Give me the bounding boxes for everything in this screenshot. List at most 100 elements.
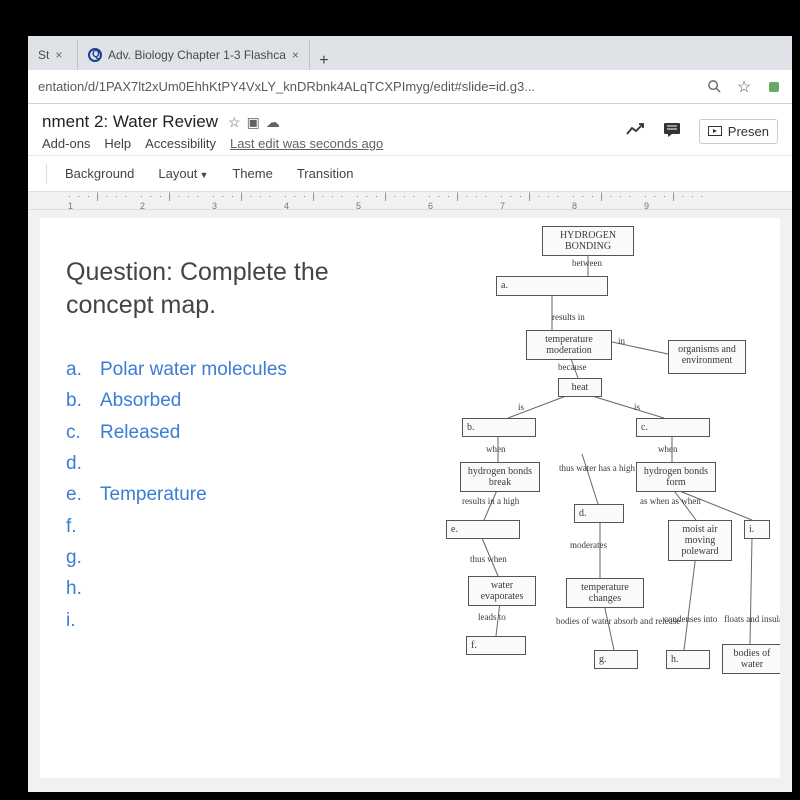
answer-letter: c.: [66, 417, 86, 448]
tab-partial-1[interactable]: St ×: [28, 40, 78, 70]
map-label: because: [558, 362, 586, 372]
close-icon[interactable]: ×: [292, 48, 299, 62]
tool-theme[interactable]: Theme: [222, 162, 282, 185]
present-button[interactable]: Presen: [699, 119, 778, 144]
map-label: when: [486, 444, 506, 454]
tool-layout[interactable]: Layout▼: [148, 162, 218, 185]
menu-addons[interactable]: Add-ons: [42, 136, 90, 151]
url-bar: entation/d/1PAX7lt2xUm0EhhKtPY4VxLY_knDR…: [28, 70, 792, 104]
question-line2: concept map.: [66, 291, 406, 320]
map-label: thus water has a high: [559, 463, 635, 473]
favicon-q-icon: [88, 48, 102, 62]
answer-row: c. Released: [66, 417, 406, 448]
star-icon[interactable]: ☆: [228, 114, 241, 131]
map-label: is: [518, 402, 524, 412]
answer-letter: i.: [66, 605, 86, 636]
ruler: · · · | · · · 1· · · | · · · 2· · · | · …: [28, 192, 792, 210]
tool-background[interactable]: Background: [55, 162, 144, 185]
last-edit-link[interactable]: Last edit was seconds ago: [230, 136, 383, 151]
doc-header: nment 2: Water Review ☆ ▣ ☁ Add-ons Help…: [28, 104, 792, 156]
doc-title[interactable]: nment 2: Water Review: [42, 112, 218, 132]
answer-letter: b.: [66, 385, 86, 416]
map-box-i: i.: [744, 520, 770, 539]
map-label: is: [634, 402, 640, 412]
tool-transition[interactable]: Transition: [287, 162, 364, 185]
answer-row: g.: [66, 542, 406, 573]
new-tab-button[interactable]: +: [310, 52, 338, 70]
question-text-block: Question: Complete the concept map. a. Po…: [66, 258, 406, 636]
question-line1: Question: Complete the: [66, 258, 406, 287]
map-box-bw: bodies of water: [722, 644, 780, 674]
ruler-mark: · · · | · · · 3: [212, 191, 284, 211]
map-box-hbf: hydrogen bonds form: [636, 462, 716, 492]
map-box-f: f.: [466, 636, 526, 655]
comments-icon[interactable]: [663, 122, 681, 141]
map-label: in: [618, 336, 625, 346]
answer-row: h.: [66, 573, 406, 604]
ruler-mark: · · · | · · · 4: [284, 191, 356, 211]
tab-label: Adv. Biology Chapter 1-3 Flashca: [108, 48, 286, 62]
map-box-h: h.: [666, 650, 710, 669]
map-label: as when as when: [640, 496, 701, 506]
map-box-tm: temperature moderation: [526, 330, 612, 360]
url-text[interactable]: entation/d/1PAX7lt2xUm0EhhKtPY4VxLY_knDR…: [38, 79, 692, 94]
map-box-heat: heat: [558, 378, 602, 397]
answer-row: i.: [66, 605, 406, 636]
tab-label: St: [38, 48, 49, 62]
cloud-icon[interactable]: ☁: [266, 114, 280, 131]
canvas-area: Question: Complete the concept map. a. Po…: [28, 210, 792, 792]
ruler-mark: · · · | · · · 6: [428, 191, 500, 211]
map-box-moist: moist air moving poleward: [668, 520, 732, 561]
answer-letter: a.: [66, 354, 86, 385]
map-label: between: [572, 258, 602, 268]
map-label: bodies of water absorb and release: [556, 616, 680, 626]
ruler-mark: · · · | · · · 1: [68, 191, 140, 211]
map-box-b: b.: [462, 418, 536, 437]
close-icon[interactable]: ×: [55, 48, 62, 62]
ruler-mark: · · · | · · · 8: [572, 191, 644, 211]
concept-map: HYDROGEN BONDING a. temperature moderation…: [400, 220, 776, 768]
ruler-mark: · · · | · · · 2: [140, 191, 212, 211]
menu-accessibility[interactable]: Accessibility: [145, 136, 216, 151]
zoom-icon[interactable]: [706, 79, 722, 95]
answer-row: d.: [66, 448, 406, 479]
ruler-mark: · · · | · · · 7: [500, 191, 572, 211]
map-box-we: water evaporates: [468, 576, 536, 606]
map-label: results in: [552, 312, 585, 322]
answer-row: b.Absorbed: [66, 385, 406, 416]
trend-icon[interactable]: [625, 122, 645, 141]
tab-biology[interactable]: Adv. Biology Chapter 1-3 Flashca ×: [78, 40, 310, 70]
map-label: results in a high: [462, 496, 519, 506]
star-icon[interactable]: ☆: [736, 79, 752, 95]
map-box-a: a.: [496, 276, 608, 296]
map-label: thus when: [470, 554, 507, 564]
present-label: Presen: [728, 124, 769, 139]
map-box-d: d.: [574, 504, 624, 523]
map-box-g: g.: [594, 650, 638, 669]
ruler-mark: · · · | · · · 5: [356, 191, 428, 211]
answer-letter: h.: [66, 573, 86, 604]
slides-toolbar: Background Layout▼ Theme Transition: [28, 156, 792, 192]
answer-letter: g.: [66, 542, 86, 573]
answer-row: e. Temperature: [66, 479, 406, 510]
answer-row: a. Polar water molecules: [66, 354, 406, 385]
answer-text: Released: [100, 417, 180, 448]
ruler-mark: · · · | · · · 9: [644, 191, 716, 211]
answer-letter: f.: [66, 511, 86, 542]
answer-letter: e.: [66, 479, 86, 510]
map-label: when: [658, 444, 678, 454]
map-label: floats and insulates: [724, 614, 780, 624]
map-label: leads to: [478, 612, 506, 622]
extension-icon[interactable]: [766, 79, 782, 95]
map-box-tc: temperature changes: [566, 578, 644, 608]
answer-text: Temperature: [100, 479, 207, 510]
answer-row: f.: [66, 511, 406, 542]
menu-help[interactable]: Help: [104, 136, 131, 151]
answer-letter: d.: [66, 448, 86, 479]
slide[interactable]: Question: Complete the concept map. a. Po…: [40, 218, 780, 778]
map-label: moderates: [570, 540, 607, 550]
map-box-hb: HYDROGEN BONDING: [542, 226, 634, 256]
browser-tab-strip: St × Adv. Biology Chapter 1-3 Flashca × …: [28, 36, 792, 70]
answer-text: Polar water molecules: [100, 354, 287, 385]
move-icon[interactable]: ▣: [247, 114, 260, 131]
